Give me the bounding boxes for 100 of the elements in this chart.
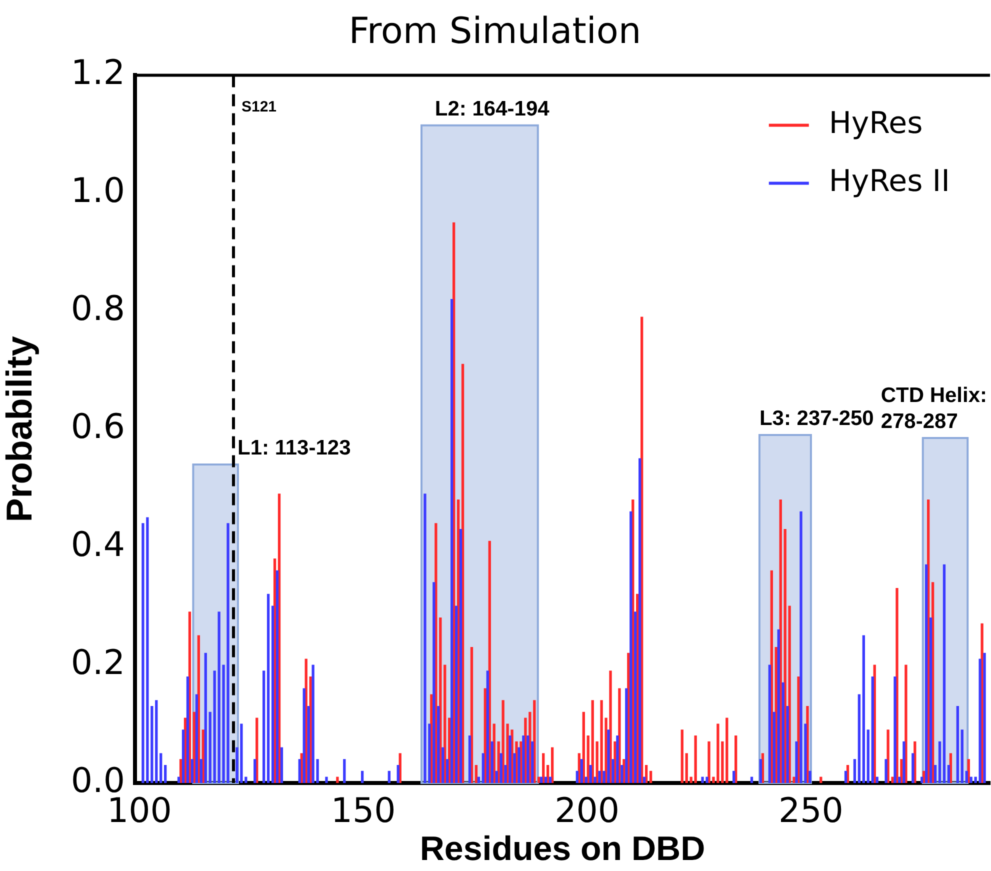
bar — [584, 776, 588, 783]
bar — [942, 564, 946, 783]
x-axis-title: Residues on DBD — [420, 830, 706, 868]
bar — [934, 764, 937, 783]
bar — [454, 606, 458, 783]
bar — [204, 652, 207, 783]
bar — [336, 776, 339, 783]
bar — [254, 759, 256, 783]
bar — [750, 776, 754, 783]
bar — [896, 588, 898, 783]
bar — [540, 776, 543, 783]
bar — [862, 635, 865, 783]
bar — [548, 776, 552, 783]
bar — [876, 776, 878, 783]
bar — [938, 741, 942, 783]
bar — [886, 730, 890, 783]
y-tick-label: 0.8 — [70, 288, 125, 329]
bar — [325, 776, 328, 783]
y-tick-label: 1.2 — [70, 53, 125, 94]
annotation: CTD Helix: 278-287 — [880, 384, 988, 433]
bar — [680, 730, 684, 783]
bar — [576, 770, 578, 783]
bar — [160, 753, 162, 783]
bar — [195, 694, 198, 783]
bar — [360, 770, 364, 783]
annotation: L2: 164-194 — [434, 97, 550, 120]
bar — [550, 747, 554, 783]
x-tick-label: 200 — [554, 791, 620, 832]
bar — [280, 747, 284, 783]
bar — [630, 511, 632, 783]
bar — [276, 570, 279, 783]
bar — [474, 764, 478, 783]
x-tick-label: 150 — [330, 791, 396, 832]
bar — [544, 776, 548, 783]
bar — [186, 676, 190, 783]
bar — [820, 776, 822, 783]
bar — [920, 776, 924, 783]
y-tick-label: 0.6 — [70, 406, 125, 447]
bar — [580, 759, 583, 783]
annotation: L1: 113-123 — [238, 436, 351, 460]
bar — [164, 764, 167, 783]
bar — [182, 730, 185, 783]
bar — [759, 759, 762, 783]
bar — [858, 694, 861, 783]
bar — [618, 688, 621, 783]
bar — [396, 764, 400, 783]
bar — [904, 664, 908, 783]
bar — [177, 776, 180, 783]
bar — [262, 670, 266, 783]
bar — [459, 529, 462, 783]
bar — [446, 759, 449, 783]
bar — [649, 770, 652, 783]
bar — [388, 770, 390, 783]
bar — [866, 730, 870, 783]
bar — [343, 759, 346, 783]
bar — [956, 706, 959, 783]
bar — [442, 747, 444, 783]
chart-title: From Simulation — [348, 10, 642, 52]
bar — [302, 688, 306, 783]
bar — [468, 735, 472, 783]
bar — [538, 776, 540, 783]
x-tick-label: 250 — [778, 791, 844, 832]
bar — [638, 458, 642, 783]
bar — [482, 753, 484, 783]
bar — [965, 770, 968, 783]
ref-line-label: S121 — [241, 98, 277, 116]
annotation: L3: 237-250 — [759, 407, 874, 430]
bar — [155, 700, 158, 783]
bar — [884, 759, 888, 783]
bar — [450, 299, 454, 783]
bar — [768, 664, 771, 783]
legend-label: HyRes — [828, 106, 923, 141]
bar — [732, 770, 736, 783]
y-axis-title: Probability — [0, 336, 40, 522]
bar — [271, 606, 274, 783]
bar — [642, 776, 646, 783]
bar — [871, 676, 874, 783]
bar — [726, 718, 728, 783]
bar — [200, 759, 202, 783]
y-tick-label: 1.0 — [70, 170, 125, 211]
bar — [298, 759, 301, 783]
y-tick-label: 0.2 — [70, 642, 125, 683]
bar — [772, 712, 776, 783]
bar — [925, 564, 928, 783]
bar — [853, 759, 856, 783]
bar — [477, 776, 480, 783]
bar — [490, 741, 494, 783]
bar — [190, 759, 194, 783]
bar — [929, 618, 932, 783]
y-tick-label: 0.4 — [70, 524, 125, 565]
bar — [912, 753, 914, 783]
bar — [266, 594, 270, 783]
bar — [960, 730, 964, 783]
bar — [586, 735, 590, 783]
bar — [844, 770, 848, 783]
bar — [947, 764, 950, 783]
bar — [777, 629, 780, 783]
bar — [634, 612, 637, 783]
bar — [542, 753, 545, 783]
bar — [486, 670, 489, 783]
